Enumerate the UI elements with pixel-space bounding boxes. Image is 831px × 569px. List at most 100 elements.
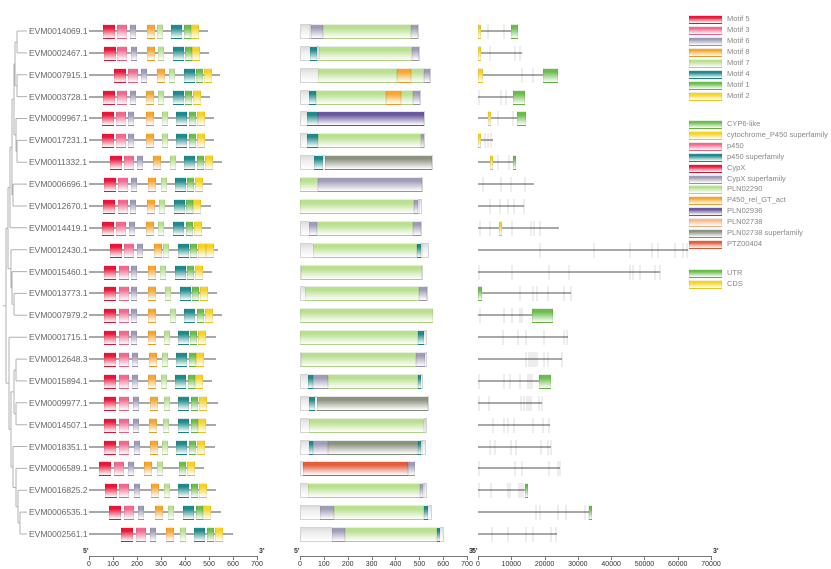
- motif-box-motif-7: [161, 177, 167, 193]
- motif-box-motif-8: [148, 177, 156, 193]
- axis-tick-label: 100: [107, 561, 119, 568]
- motif-box-motif-8: [148, 308, 156, 324]
- domain-cypx-superfamily: [412, 89, 421, 105]
- motif-box-motif-6: [137, 155, 143, 171]
- domain-cypx-superfamily: [414, 198, 419, 214]
- domain-cypx-superfamily: [420, 133, 425, 149]
- utr-block: [478, 286, 482, 302]
- motif-box-motif-1: [196, 505, 203, 521]
- cds-block: [538, 242, 541, 258]
- motif-box-motif-8: [156, 67, 165, 83]
- domain-p450-rel-gt-act: [385, 89, 401, 105]
- gene-id-label: EVM0017231.1: [29, 135, 88, 146]
- cds-block: [531, 67, 534, 83]
- cds-block: [510, 220, 513, 236]
- legend-swatch: [689, 218, 722, 228]
- motif-box-motif-3: [119, 439, 129, 455]
- motif-box-motif-1: [179, 461, 186, 477]
- motif-box-motif-2: [203, 67, 212, 83]
- axis-tick: [257, 556, 258, 560]
- motif-box-motif-1: [190, 242, 197, 258]
- motif-box-motif-3: [119, 395, 129, 411]
- motif-box-motif-7: [162, 417, 169, 433]
- cds-block: [533, 352, 536, 368]
- motif-box-motif-3: [136, 527, 146, 542]
- legend-swatch: [689, 92, 722, 101]
- cds-block: [478, 133, 481, 149]
- domain-p450-superfamily: [309, 395, 316, 411]
- cds-block: [486, 24, 489, 39]
- cds-block: [532, 220, 535, 236]
- cds-block: [512, 417, 515, 433]
- motif-box-motif-8: [166, 527, 174, 542]
- axis-tick: [467, 556, 468, 560]
- cds-block: [506, 417, 509, 433]
- motif-box-motif-3: [128, 67, 138, 83]
- domain-p450-superfamily: [418, 330, 425, 346]
- cds-block: [549, 527, 552, 542]
- cds-block: [498, 198, 501, 214]
- cds-block: [489, 133, 492, 149]
- cds-block: [567, 264, 570, 280]
- motif-box-motif-3: [117, 89, 127, 105]
- motif-box-motif-2: [198, 483, 207, 499]
- axis-tick-label: 30000: [568, 561, 588, 568]
- cds-block: [508, 373, 511, 389]
- motif-box-motif-2: [197, 111, 205, 127]
- domain-p450-superfamily: [424, 417, 427, 433]
- axis-tick: [419, 556, 421, 560]
- cds-block: [506, 198, 509, 214]
- axis-tick: [544, 556, 546, 560]
- motif-box-motif-5: [104, 286, 117, 302]
- motif-backbone: [89, 248, 219, 251]
- legend-swatch: [689, 70, 722, 79]
- motif-box-motif-8: [148, 286, 156, 302]
- motif-box-motif-3: [116, 111, 126, 127]
- motif-box-motif-4: [174, 264, 186, 280]
- motif-box-motif-1: [191, 483, 198, 499]
- cds-block: [522, 395, 525, 411]
- motif-box-motif-1: [191, 417, 198, 433]
- domain-pln02290: [410, 67, 425, 83]
- cds-block: [518, 308, 521, 324]
- domain-cypx-superfamily: [312, 439, 328, 455]
- cds-block: [499, 89, 502, 105]
- axis-tick-label: 200: [131, 561, 143, 568]
- domain-p450-superfamily: [424, 505, 429, 521]
- motif-box-motif-2: [195, 264, 203, 280]
- motif-box-motif-5: [104, 395, 117, 411]
- cds-block: [534, 505, 537, 521]
- motif-box-motif-3: [119, 330, 129, 346]
- motif-box-motif-4: [176, 352, 188, 368]
- motif-box-motif-7: [158, 45, 165, 61]
- motif-box-motif-7: [164, 483, 171, 499]
- motif-box-motif-6: [129, 220, 136, 236]
- motif-box-motif-4: [173, 198, 185, 214]
- legend-label: PLN02738: [727, 217, 763, 227]
- motif-box-motif-7: [164, 330, 171, 346]
- motif-box-motif-5: [101, 220, 114, 236]
- motif-box-motif-5: [110, 155, 123, 171]
- domain-pln02290: [345, 527, 437, 542]
- cds-block: [632, 264, 635, 280]
- intron-line: [478, 226, 559, 229]
- cds-block: [638, 264, 641, 280]
- motif-box-motif-7: [170, 155, 177, 171]
- domain-pln02290: [300, 352, 416, 368]
- cds-block: [478, 220, 481, 236]
- motif-box-motif-4: [176, 439, 188, 455]
- axis-tick: [395, 556, 397, 560]
- cds-block: [478, 461, 480, 477]
- motif-box-motif-5: [102, 89, 115, 105]
- cds-block: [629, 264, 632, 280]
- motif-box-motif-3: [124, 505, 134, 521]
- domain-p450-superfamily: [309, 89, 316, 105]
- gene-id-label: EVM0012648.3: [29, 354, 88, 365]
- cds-block: [506, 527, 509, 542]
- axis-tick-label: 10000: [501, 561, 522, 568]
- motif-box-motif-1: [189, 352, 197, 368]
- legend-label: PLN02290: [727, 184, 763, 194]
- cds-block: [514, 439, 517, 455]
- cds-block: [537, 395, 540, 411]
